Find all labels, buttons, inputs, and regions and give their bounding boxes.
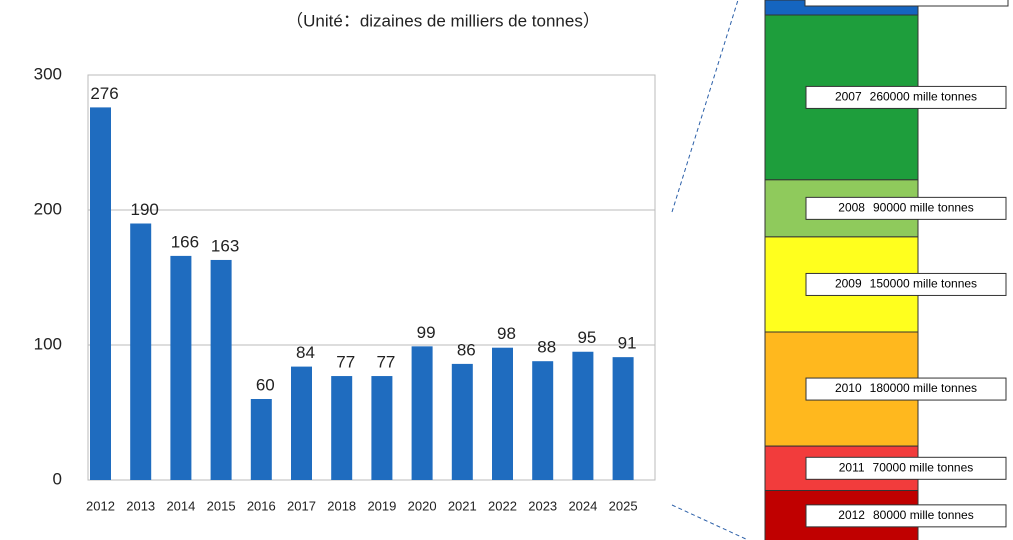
data-label: 77 bbox=[336, 353, 355, 372]
segment-label: 2008 90000 mille tonnes bbox=[838, 201, 973, 215]
data-label: 98 bbox=[497, 324, 516, 343]
y-tick-label: 0 bbox=[53, 469, 62, 488]
label-box bbox=[804, 0, 1009, 7]
segment-value: 150000 mille tonnes bbox=[870, 277, 977, 291]
x-tick-label: 2021 bbox=[448, 498, 477, 513]
segment-label: 2010 180000 mille tonnes bbox=[835, 381, 977, 395]
data-label: 99 bbox=[417, 323, 436, 342]
x-tick-label: 2018 bbox=[327, 498, 356, 513]
connector bbox=[671, 504, 749, 540]
x-tick-label: 2022 bbox=[488, 498, 517, 513]
data-label: 88 bbox=[537, 338, 556, 357]
data-label: 60 bbox=[256, 375, 275, 394]
x-tick-label: 2019 bbox=[367, 498, 396, 513]
data-label: 77 bbox=[376, 353, 395, 372]
x-tick-label: 2015 bbox=[207, 498, 236, 513]
data-label: 276 bbox=[90, 84, 118, 103]
bar bbox=[451, 363, 473, 480]
y-tick-label: 100 bbox=[34, 334, 62, 353]
bar bbox=[90, 107, 111, 481]
label-box bbox=[805, 85, 1007, 109]
segment-year: 2010 bbox=[835, 381, 862, 395]
label-box bbox=[805, 272, 1007, 296]
x-tick-label: 2024 bbox=[568, 498, 597, 513]
bar bbox=[210, 259, 232, 480]
bar bbox=[291, 366, 312, 480]
segment-value: 260000 mille tonnes bbox=[870, 90, 977, 104]
bar bbox=[170, 255, 192, 480]
segment-year: 2007 bbox=[835, 90, 862, 104]
data-label: 91 bbox=[618, 334, 637, 353]
segment-label: 2007 260000 mille tonnes bbox=[835, 90, 977, 104]
x-tick-label: 2020 bbox=[408, 498, 437, 513]
bar bbox=[532, 361, 554, 480]
bar bbox=[371, 376, 393, 480]
label-box bbox=[805, 196, 1007, 220]
segment-value: 180000 mille tonnes bbox=[870, 381, 977, 395]
x-tick-label: 2014 bbox=[166, 498, 195, 513]
segment-value: 80000 mille tonnes bbox=[873, 508, 974, 522]
data-label: 95 bbox=[577, 328, 596, 347]
label-box bbox=[805, 456, 1007, 480]
data-label: 190 bbox=[131, 200, 159, 219]
label-box bbox=[805, 504, 1007, 528]
bar bbox=[572, 351, 594, 480]
segment-year: 2012 bbox=[838, 508, 865, 522]
segment-value: 70000 mille tonnes bbox=[873, 460, 974, 474]
x-tick-label: 2017 bbox=[287, 498, 316, 513]
data-label: 84 bbox=[296, 343, 315, 362]
x-tick-label: 2013 bbox=[126, 498, 155, 513]
bar bbox=[492, 347, 513, 480]
data-label: 86 bbox=[457, 340, 476, 359]
bar bbox=[411, 346, 433, 480]
y-tick-label: 200 bbox=[34, 199, 62, 218]
label-box bbox=[805, 377, 1007, 401]
segment-value: 90000 mille tonnes bbox=[873, 201, 974, 215]
segment-label: 2012 80000 mille tonnes bbox=[838, 508, 973, 522]
y-tick-label: 300 bbox=[34, 64, 62, 83]
x-tick-label: 2016 bbox=[247, 498, 276, 513]
segment-year: 2011 bbox=[839, 460, 865, 474]
segment-year: 2009 bbox=[835, 277, 862, 291]
bar bbox=[250, 399, 272, 480]
segment-label: 2011 70000 mille tonnes bbox=[839, 460, 974, 474]
chart-subtitle: （Unité：dizaines de milliers de tonnes） bbox=[286, 11, 600, 30]
x-tick-label: 2012 bbox=[86, 498, 115, 513]
data-label: 166 bbox=[171, 232, 199, 251]
x-tick-label: 2025 bbox=[609, 498, 638, 513]
bar bbox=[331, 376, 353, 480]
data-label: 163 bbox=[211, 236, 239, 255]
connector bbox=[671, 0, 739, 213]
segment-year: 2008 bbox=[838, 201, 865, 215]
bar bbox=[612, 357, 634, 480]
x-tick-label: 2023 bbox=[528, 498, 557, 513]
segment-label: 2009 150000 mille tonnes bbox=[835, 277, 977, 291]
bar bbox=[130, 223, 152, 480]
